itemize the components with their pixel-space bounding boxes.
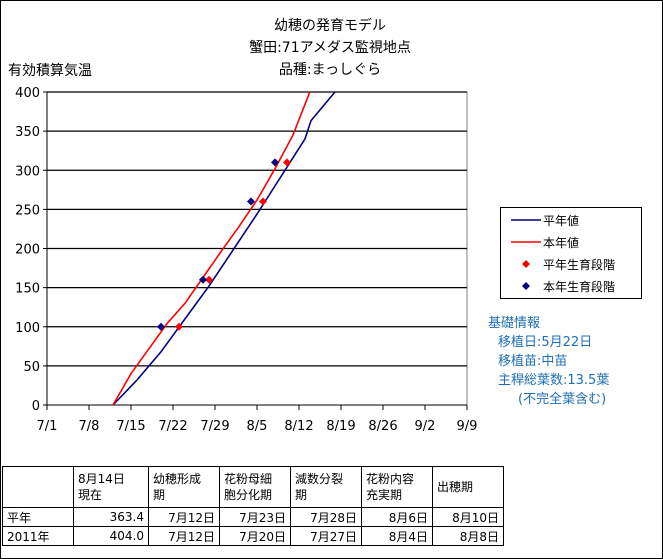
legend-item-current: 本年値 — [501, 232, 641, 252]
table-cell: 平年 — [2, 507, 74, 527]
table-cell: 8月4日 — [361, 526, 433, 546]
table-cell: 7月12日 — [148, 526, 220, 546]
x-tick-label: 7/29 — [200, 419, 229, 434]
stage-point — [205, 275, 213, 284]
info-seedling-type: 移植苗:中苗 — [498, 354, 568, 369]
stage-point — [259, 197, 267, 206]
legend-item-normal-stage: 平年生育段階 — [501, 254, 641, 274]
stage-point — [271, 158, 279, 167]
legend-label-normal: 平年値 — [543, 214, 580, 228]
table-cell: 363.4 — [73, 507, 149, 527]
info-heading: 基礎情報 — [488, 316, 541, 331]
stage-table: 8月14日 現在 幼穂形成期 花粉母細 胞分化期 減数分裂期 花粉内容 充実期 出穂期… — [2, 466, 504, 546]
info-transplant-date: 移植日:5月22日 — [498, 335, 593, 350]
x-tick-label: 9/9 — [457, 419, 478, 434]
legend-label-current: 本年値 — [543, 236, 580, 250]
table-row: 平年 363.4 7月12日 7月23日 7月28日 8月6日 8月10日 — [2, 507, 504, 527]
legend-item-normal: 平年値 — [501, 210, 641, 230]
x-tick-label: 7/8 — [79, 419, 100, 434]
chart-title: 幼穂の発育モデル — [274, 18, 386, 34]
stage-point — [175, 322, 183, 331]
table-cell: 2011年 — [2, 526, 74, 546]
table-cell: 8月8日 — [432, 526, 504, 546]
x-tick-label: 7/22 — [158, 419, 187, 434]
stage-point — [199, 275, 207, 284]
table-cell: 7月27日 — [290, 526, 362, 546]
table-header-row: 8月14日 現在 幼穂形成期 花粉母細 胞分化期 減数分裂期 花粉内容 充実期 出穂期 — [2, 466, 504, 508]
y-tick-label: 200 — [15, 243, 40, 258]
table-cell: 7月12日 — [148, 507, 220, 527]
legend-marker-current-stage — [522, 282, 530, 290]
legend-line-normal — [511, 219, 541, 221]
x-tick-label: 8/19 — [326, 419, 355, 434]
table-header-cell: 幼穂形成期 — [148, 466, 220, 508]
y-tick-label: 100 — [15, 321, 40, 336]
y-tick-label: 350 — [15, 125, 40, 140]
stage-point — [157, 322, 165, 331]
series-line-0 — [112, 92, 336, 405]
y-tick-label: 400 — [15, 86, 40, 101]
stage-point — [247, 197, 255, 206]
table-header-cell: 花粉母細 胞分化期 — [219, 466, 291, 508]
info-leaf-count: 主稈総葉数:13.5葉 — [498, 373, 610, 388]
legend-label-current-stage: 本年生育段階 — [543, 280, 616, 294]
y-tick-label: 50 — [23, 360, 40, 375]
x-tick-label: 8/12 — [284, 419, 313, 434]
table-header-cell: 減数分裂期 — [290, 466, 362, 508]
basic-info: 基礎情報 移植日:5月22日 移植苗:中苗 主稈総葉数:13.5葉 (不完全葉含… — [488, 314, 609, 409]
table-header-cell: 出穂期 — [432, 466, 504, 508]
growth-chart: 0 50 100 150 200 250 300 350 400 7/1 7/8 7/15 7/22 7/… — [15, 86, 478, 434]
table-header-cell: 花粉内容 充実期 — [361, 466, 433, 508]
chart-subtitle-variety: 品種:まっしぐら — [278, 62, 382, 78]
table-cell: 7月23日 — [219, 507, 291, 527]
x-tick-label: 7/15 — [116, 419, 145, 434]
table-row: 2011年 404.0 7月12日 7月20日 7月27日 8月4日 8月8日 — [2, 526, 504, 546]
legend-line-current — [511, 241, 541, 243]
chart-subtitle-station: 蟹田:71アメダス監視地点 — [249, 40, 411, 56]
x-tick-label: 8/26 — [368, 419, 397, 434]
info-leaf-note: (不完全葉含む) — [518, 392, 607, 407]
y-axis-label: 有効積算気温 — [8, 63, 92, 79]
y-tick-label: 150 — [15, 282, 40, 297]
x-tick-label: 7/1 — [37, 419, 58, 434]
table-cell: 404.0 — [73, 526, 149, 546]
table-cell: 7月20日 — [219, 526, 291, 546]
x-tick-label: 9/2 — [415, 419, 436, 434]
table-cell: 8月6日 — [361, 507, 433, 527]
legend-item-current-stage: 本年生育段階 — [501, 276, 641, 296]
legend-label-normal-stage: 平年生育段階 — [543, 258, 616, 272]
x-tick-label: 8/5 — [247, 419, 268, 434]
y-tick-label: 300 — [15, 164, 40, 179]
y-tick-label: 0 — [32, 399, 40, 414]
table-cell: 8月10日 — [432, 507, 504, 527]
table-cell: 7月28日 — [290, 507, 362, 527]
stage-point — [283, 158, 291, 167]
table-header-cell — [2, 466, 74, 508]
table-header-cell: 8月14日 現在 — [73, 466, 149, 508]
legend-marker-normal-stage — [522, 260, 530, 268]
legend: 平年値 本年値 平年生育段階 本年生育段階 — [500, 207, 642, 299]
y-tick-label: 250 — [15, 203, 40, 218]
